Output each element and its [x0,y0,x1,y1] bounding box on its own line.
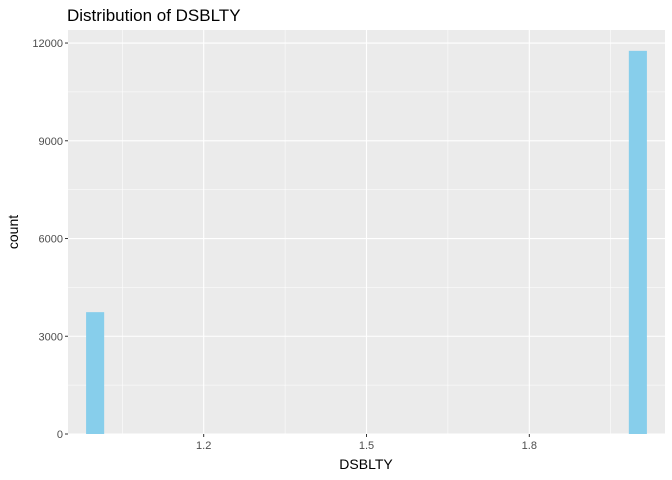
x-axis-title: DSBLTY [339,456,393,472]
y-axis-title: count [5,215,21,249]
chart-title: Distribution of DSBLTY [67,6,241,25]
y-tick-label: 6000 [39,234,63,246]
x-tick-label: 1.2 [196,440,211,452]
y-axis: 0 3000 6000 9000 12000 [32,38,68,441]
y-tick-label: 0 [57,429,63,441]
x-tick-label: 1.5 [359,440,374,452]
y-tick-label: 9000 [39,136,63,148]
y-tick-label: 12000 [32,38,63,50]
histogram-bar [628,50,647,434]
x-axis: 1.2 1.5 1.8 [196,434,537,452]
x-tick-label: 1.8 [522,440,537,452]
bars [86,50,647,434]
y-tick-label: 3000 [39,331,63,343]
histogram-bar [86,312,105,434]
major-grid [68,30,665,435]
